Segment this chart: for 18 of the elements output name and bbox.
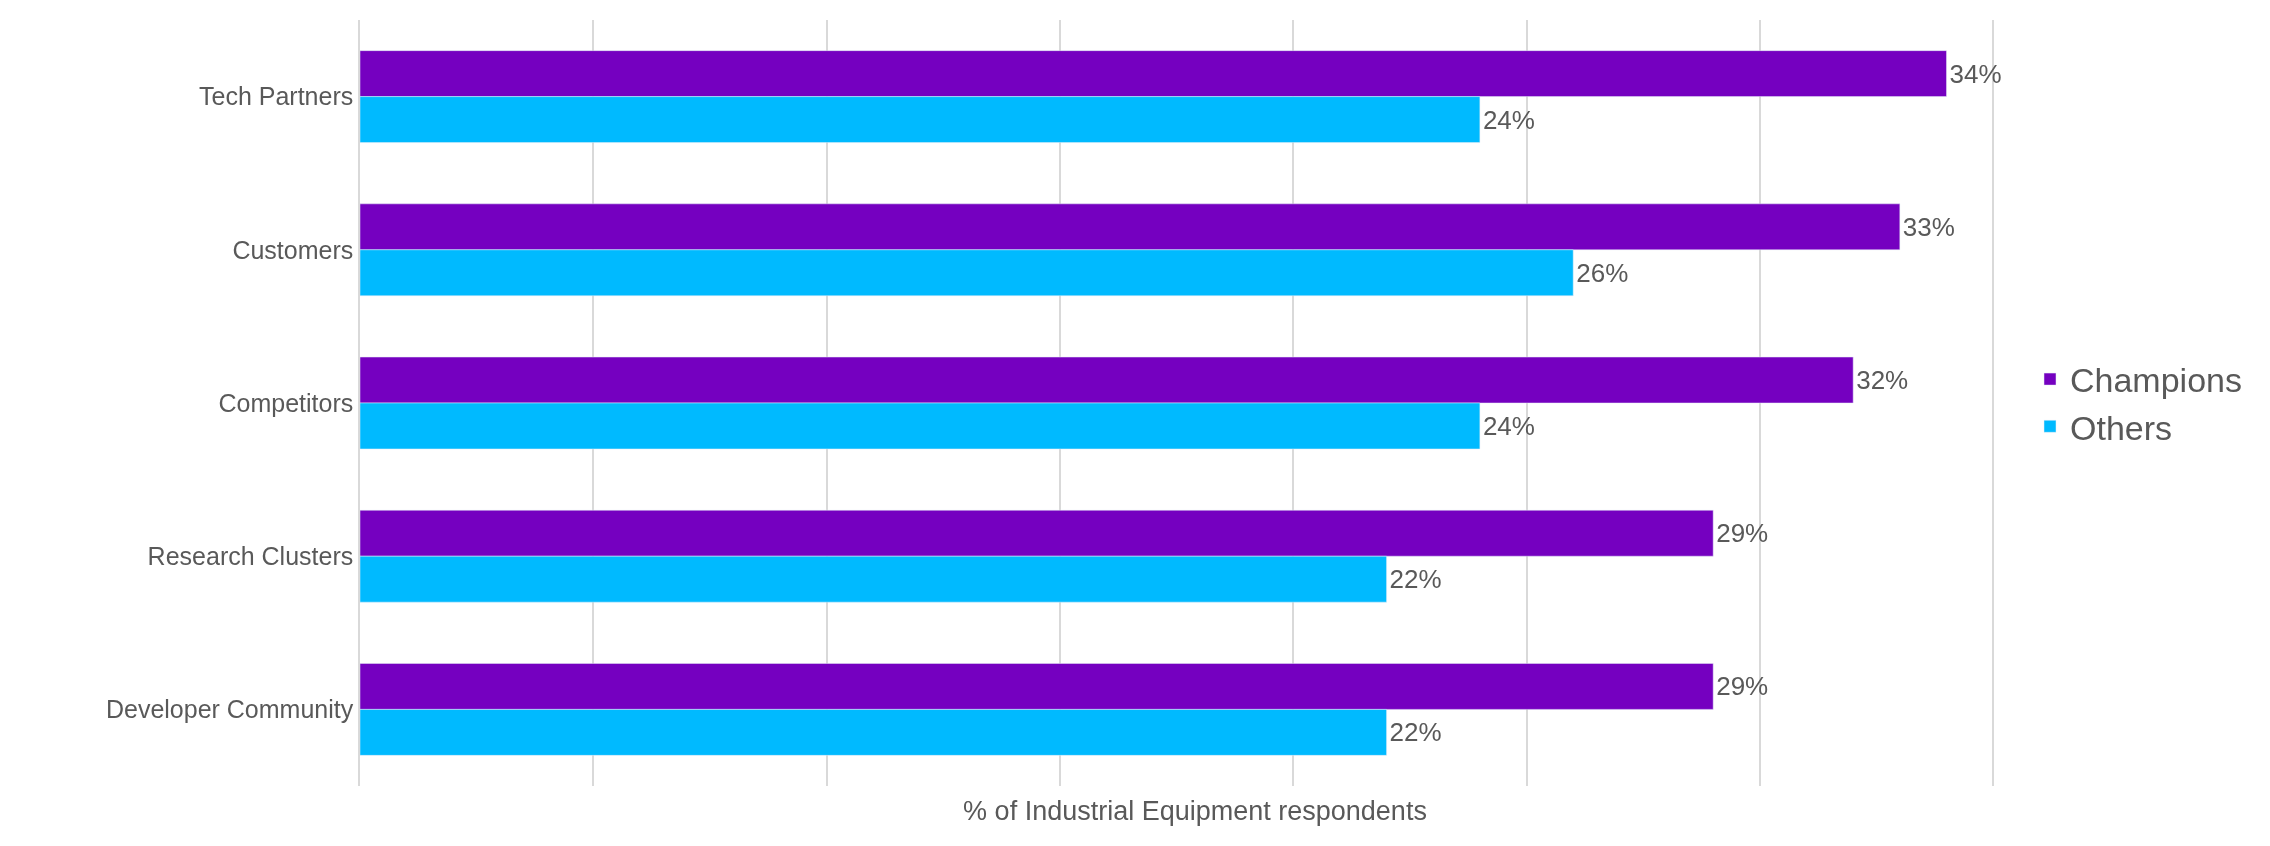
- y-tick-label: Customers: [232, 235, 354, 264]
- data-label: 32%: [1856, 365, 1909, 396]
- data-label: 24%: [1482, 104, 1535, 135]
- legend-label: Others: [2070, 408, 2173, 447]
- y-tick-label: Developer Community: [105, 695, 354, 724]
- data-label: 29%: [1716, 671, 1769, 702]
- data-label: 29%: [1716, 518, 1769, 549]
- x-axis-title: % of Industrial Equipment respondents: [963, 796, 1427, 827]
- data-label: 34%: [1949, 58, 2002, 89]
- y-tick-label: Competitors: [218, 388, 354, 417]
- data-label: 22%: [1389, 717, 1442, 748]
- data-label: 26%: [1576, 257, 1629, 288]
- data-label: 33%: [1902, 211, 1955, 242]
- data-label: 24%: [1482, 410, 1535, 441]
- y-tick-label: Research Clusters: [147, 541, 354, 570]
- data-label: 22%: [1389, 564, 1442, 595]
- legend-label: Champions: [2070, 361, 2242, 400]
- y-tick-label: Tech Partners: [199, 82, 354, 111]
